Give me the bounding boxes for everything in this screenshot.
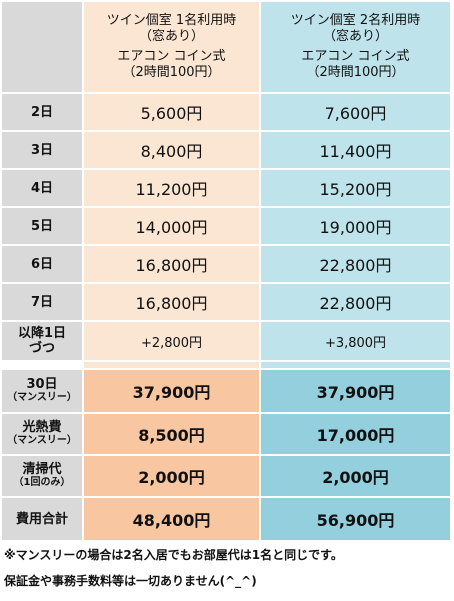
day-label: 7日 [0, 282, 84, 322]
double-price: 22,800円 [259, 244, 452, 284]
increment-label: 以降1日 づつ [0, 320, 84, 362]
monthly-label: 30日 （マンスリー） [0, 368, 84, 414]
table-row: 30日 （マンスリー） 37,900円 37,900円 [0, 368, 452, 414]
table-row: 光熱費 （マンスリー） 8,500円 17,000円 [0, 412, 452, 456]
header-double: ツイン個室 2名利用時 （窓あり） エアコン コイン式 （2時間100円） [259, 0, 452, 94]
spacer-cell [82, 360, 261, 370]
monthly-label: 清掃代 （1回のみ） [0, 454, 84, 498]
single-price: 37,900円 [82, 368, 261, 414]
double-price: 37,900円 [259, 368, 452, 414]
single-price: 5,600円 [82, 92, 261, 132]
header-corner [0, 0, 84, 94]
single-price: 16,800円 [82, 244, 261, 284]
single-price: 8,500円 [82, 412, 261, 456]
header-double-line4: （2時間100円） [306, 65, 405, 80]
note-line1: ※マンスリーの場合は2名入居でもお部屋代は1名と同じです。 [4, 548, 343, 562]
spacer-cell [259, 360, 452, 370]
header-double-line1: ツイン個室 2名利用時 [290, 13, 421, 28]
header-single-line4: （2時間100円） [122, 65, 221, 80]
monthly-label-line2: （マンスリー） [7, 392, 77, 403]
double-price: 2,000円 [259, 454, 452, 498]
double-price: 15,200円 [259, 168, 452, 208]
header-single: ツイン個室 1名利用時 （窓あり） エアコン コイン式 （2時間100円） [82, 0, 261, 94]
double-increment: +3,800円 [259, 320, 452, 362]
double-price: 11,400円 [259, 130, 452, 170]
monthly-label-line1: 清掃代 [22, 462, 62, 477]
increment-row: 以降1日 づつ +2,800円 +3,800円 [0, 320, 452, 362]
day-label: 3日 [0, 130, 84, 170]
spacer-cell [0, 360, 84, 370]
single-price: 16,800円 [82, 282, 261, 322]
monthly-label-line2: （1回のみ） [13, 477, 71, 488]
table-row: 3日 8,400円 11,400円 [0, 130, 452, 170]
total-row: 費用合計 48,400円 56,900円 [0, 496, 452, 542]
double-total: 56,900円 [259, 496, 452, 542]
increment-label-line2: づつ [28, 341, 55, 356]
single-price: 14,000円 [82, 206, 261, 246]
double-price: 7,600円 [259, 92, 452, 132]
table-row: 5日 14,000円 19,000円 [0, 206, 452, 246]
monthly-label-line1: 30日 [26, 377, 58, 392]
single-price: 2,000円 [82, 454, 261, 498]
header-single-line1: ツイン個室 1名利用時 [106, 13, 237, 28]
total-label: 費用合計 [0, 496, 84, 542]
increment-label-line1: 以降1日 [17, 326, 67, 341]
monthly-label-line2: （マンスリー） [7, 435, 77, 446]
header-row: ツイン個室 1名利用時 （窓あり） エアコン コイン式 （2時間100円） ツイ… [0, 0, 452, 94]
table-row: 4日 11,200円 15,200円 [0, 168, 452, 208]
table-row: 清掃代 （1回のみ） 2,000円 2,000円 [0, 454, 452, 498]
spacer-row [0, 360, 452, 370]
double-price: 19,000円 [259, 206, 452, 246]
table-row: 2日 5,600円 7,600円 [0, 92, 452, 132]
table-row: 6日 16,800円 22,800円 [0, 244, 452, 284]
header-single-line3: エアコン コイン式 [117, 49, 226, 64]
monthly-label-line1: 光熱費 [22, 420, 62, 435]
day-label: 2日 [0, 92, 84, 132]
double-price: 22,800円 [259, 282, 452, 322]
single-price: 11,200円 [82, 168, 261, 208]
monthly-label: 光熱費 （マンスリー） [0, 412, 84, 456]
day-label: 5日 [0, 206, 84, 246]
day-label: 4日 [0, 168, 84, 208]
header-double-line3: エアコン コイン式 [301, 49, 410, 64]
header-single-line2: （窓あり） [138, 29, 204, 44]
header-double-line2: （窓あり） [322, 29, 388, 44]
day-label: 6日 [0, 244, 84, 284]
note-line2: 保証金や事務手数料等は一切ありません(^_^) [4, 574, 257, 588]
single-price: 8,400円 [82, 130, 261, 170]
table-row: 7日 16,800円 22,800円 [0, 282, 452, 322]
price-table: ツイン個室 1名利用時 （窓あり） エアコン コイン式 （2時間100円） ツイ… [0, 0, 452, 542]
double-price: 17,000円 [259, 412, 452, 456]
single-increment: +2,800円 [82, 320, 261, 362]
single-total: 48,400円 [82, 496, 261, 542]
